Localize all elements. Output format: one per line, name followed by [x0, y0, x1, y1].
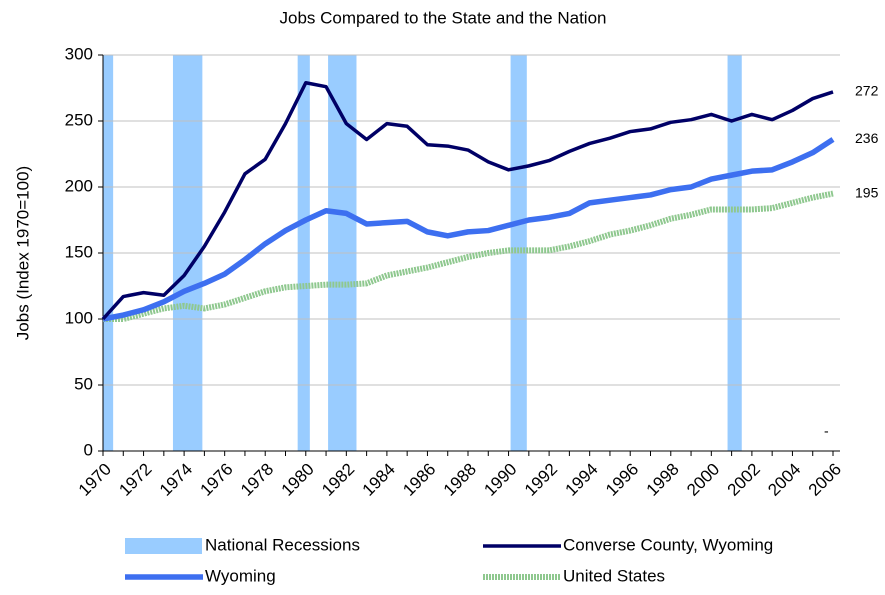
annotation: - [824, 423, 829, 439]
x-tick-label: 2002 [724, 460, 764, 500]
y-tick-label: 100 [65, 308, 93, 327]
value-label: 236 [855, 130, 879, 146]
x-tick-label: 1998 [643, 460, 683, 500]
x-tick-label: 2004 [764, 460, 804, 500]
x-tick-label: 1984 [359, 460, 399, 500]
x-tick-label: 1992 [521, 460, 561, 500]
value-label: 272 [855, 83, 879, 99]
x-tick-label: 1974 [156, 460, 196, 500]
x-tick-label: 2006 [805, 460, 845, 500]
x-tick-label: 1982 [318, 460, 358, 500]
series-line [102, 137, 835, 322]
series-line [101, 80, 834, 321]
legend-swatch [125, 538, 202, 554]
x-tick-label: 1980 [278, 460, 318, 500]
x-tick-label: 1976 [196, 460, 236, 500]
x-tick-label: 1990 [480, 460, 520, 500]
series-line [103, 190, 834, 322]
y-tick-label: 250 [65, 110, 93, 129]
x-tick-label: 1972 [115, 460, 155, 500]
y-tick-label: 50 [74, 374, 93, 393]
x-tick-label: 1970 [75, 460, 115, 500]
x-tick-label: 1994 [561, 460, 601, 500]
legend-label: United States [563, 566, 665, 585]
legend-label: Converse County, Wyoming [563, 535, 773, 554]
x-tick-label: 1988 [440, 460, 480, 500]
x-tick-label: 1978 [237, 460, 277, 500]
y-tick-label: 150 [65, 242, 93, 261]
y-tick-label: 200 [65, 176, 93, 195]
x-tick-label: 1996 [602, 460, 642, 500]
value-label: 195 [855, 184, 879, 200]
legend-label: National Recessions [205, 535, 360, 554]
x-tick-label: 2000 [683, 460, 723, 500]
legend-label: Wyoming [205, 566, 276, 585]
y-tick-label: 300 [65, 44, 93, 63]
x-tick-label: 1986 [399, 460, 439, 500]
chart-title: Jobs Compared to the State and the Natio… [280, 8, 607, 27]
y-tick-label: 0 [84, 440, 93, 459]
y-axis-label: Jobs (Index 1970=100) [13, 166, 32, 340]
